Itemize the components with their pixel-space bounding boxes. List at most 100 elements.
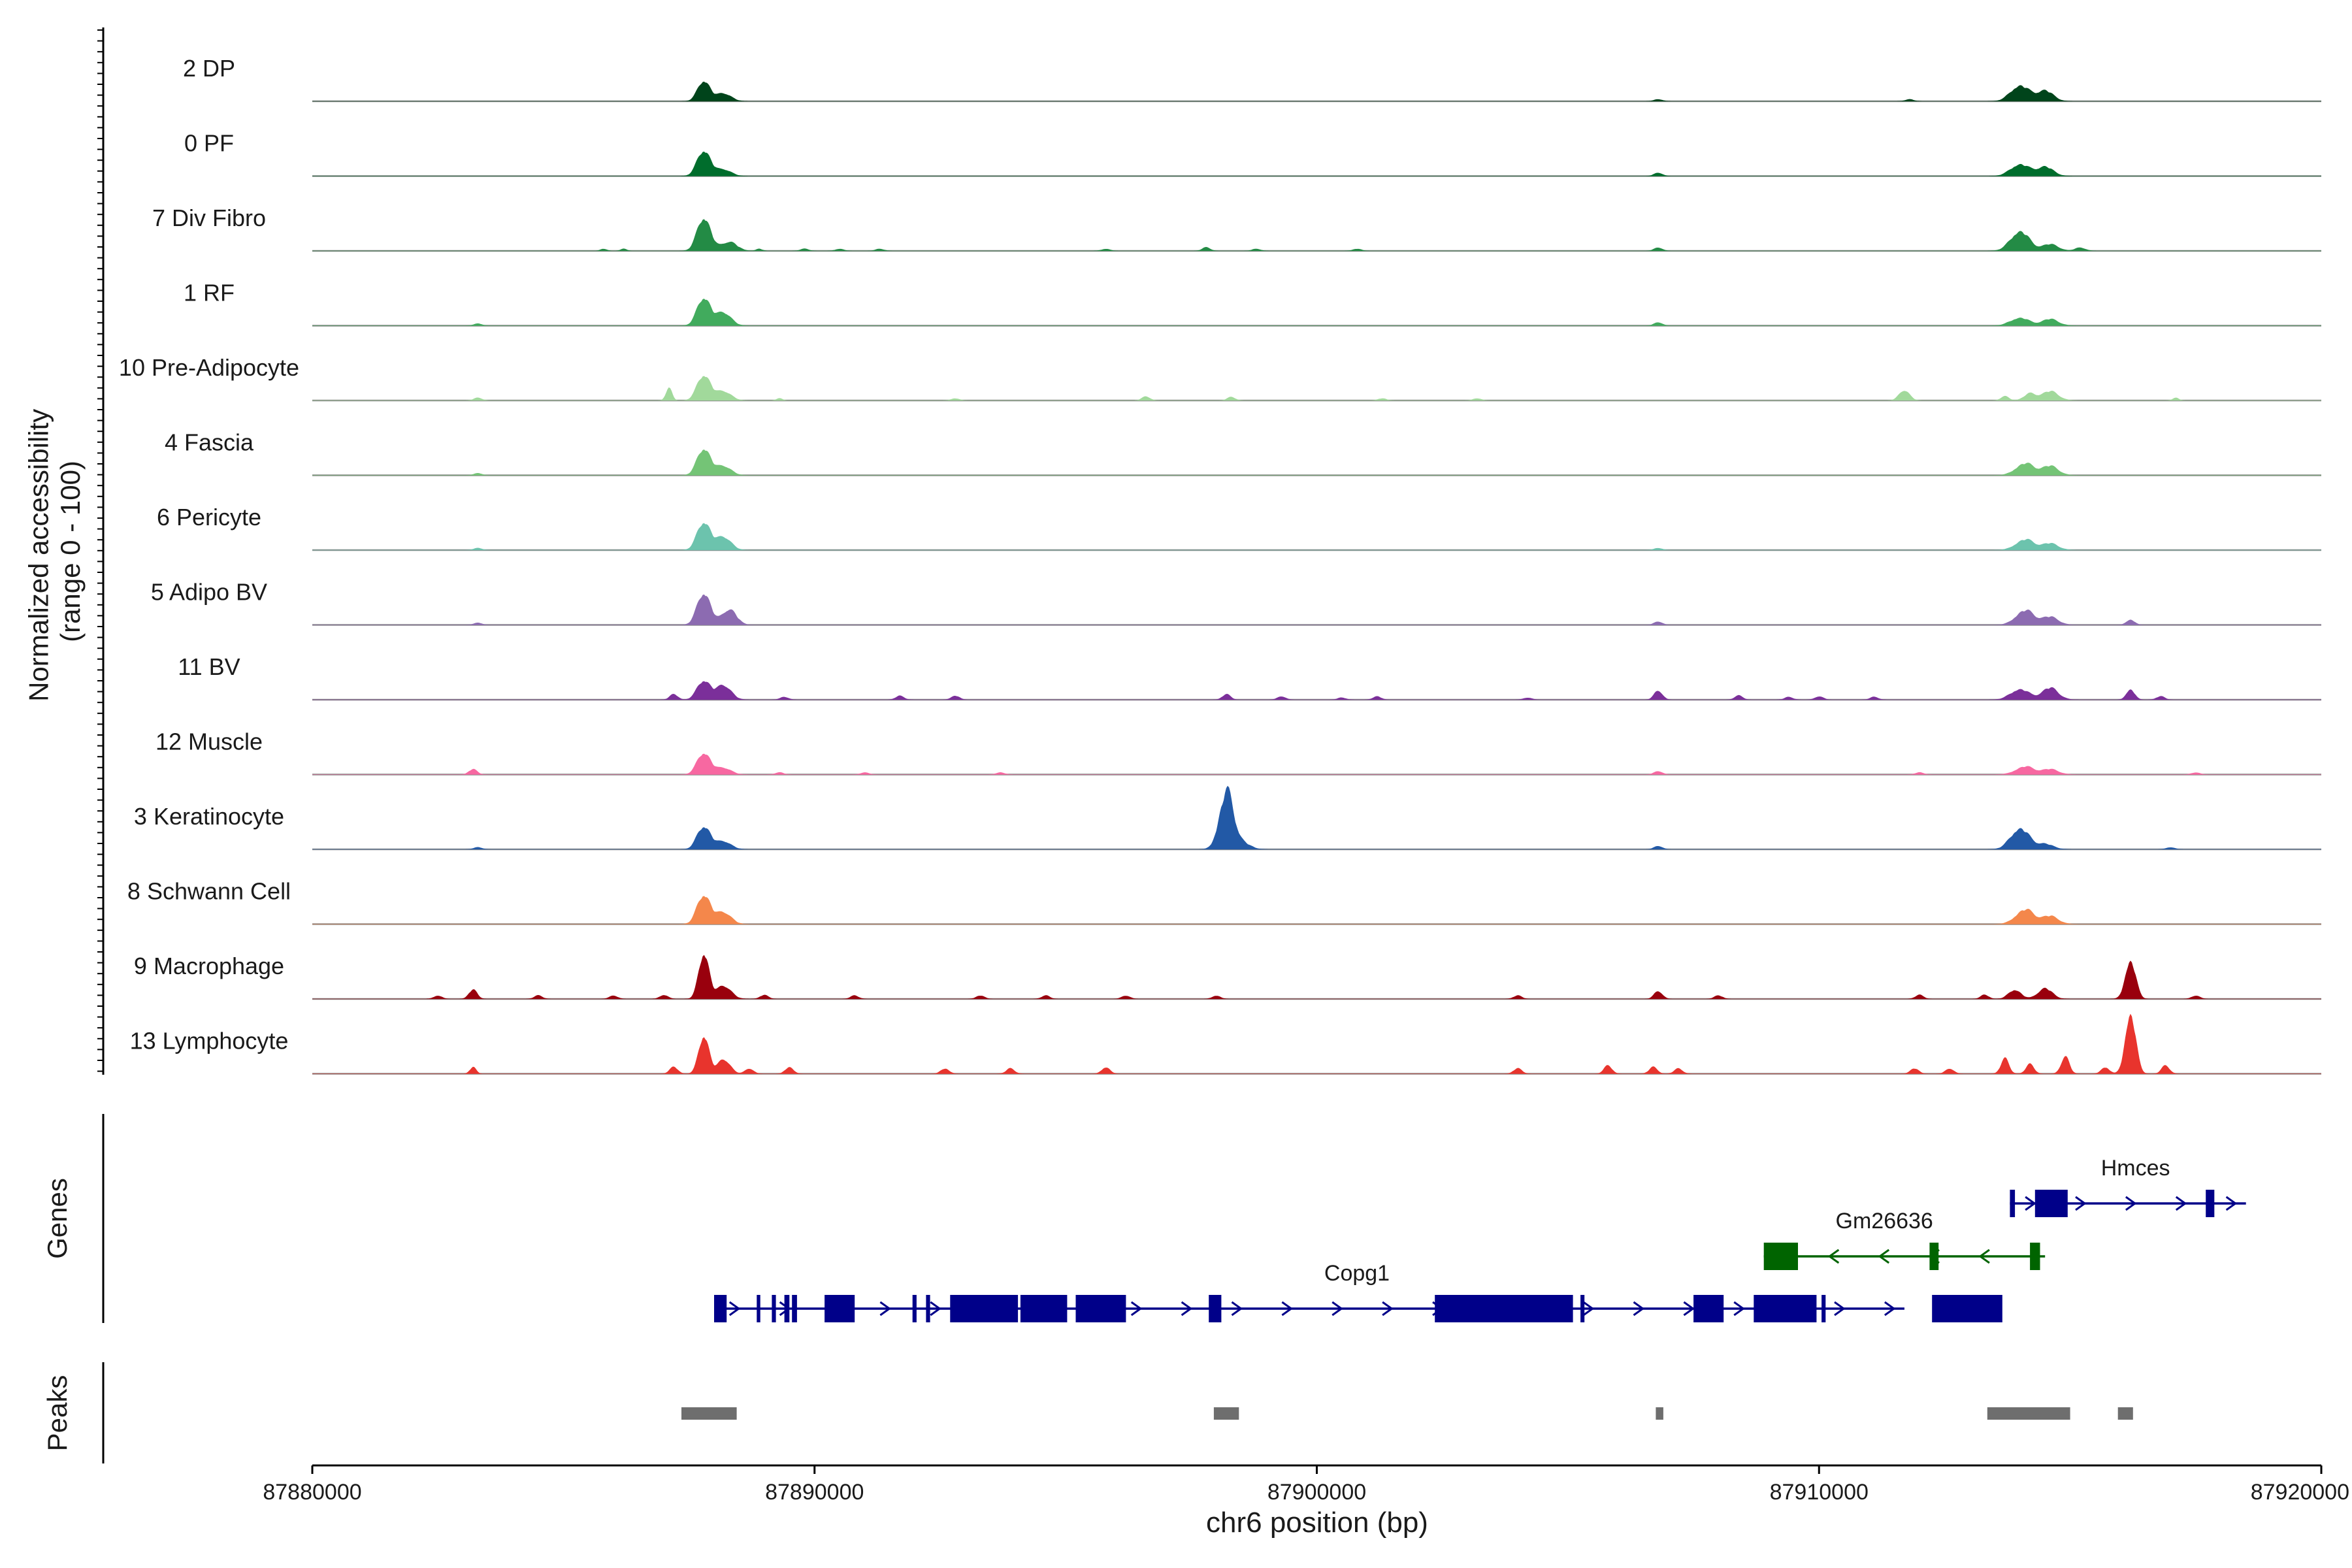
coverage-area xyxy=(312,753,2321,775)
coverage-area xyxy=(312,376,2321,401)
coverage-area xyxy=(312,299,2321,326)
strand-arrow xyxy=(1683,1301,1695,1316)
strand-arrow xyxy=(1633,1301,1645,1316)
track-label: 12 Muscle xyxy=(155,728,263,755)
gene-exon xyxy=(926,1295,930,1322)
gene-exon xyxy=(1209,1295,1222,1322)
gene-exon xyxy=(2010,1190,2016,1217)
gene-exon xyxy=(1821,1295,1826,1322)
coverage-track: 0 PF xyxy=(184,130,2321,177)
strand-arrow xyxy=(1884,1301,1896,1316)
peak-region xyxy=(681,1407,737,1420)
gene-label: Gm26636 xyxy=(1836,1209,1933,1233)
gene-exon xyxy=(1075,1295,1126,1322)
strand-arrow xyxy=(930,1301,941,1316)
strand-arrow xyxy=(1382,1301,1394,1316)
gene-annotations: Copg1 Gm26636 Hmces xyxy=(714,1156,2246,1322)
track-label: 9 Macrophage xyxy=(134,953,284,979)
strand-arrow xyxy=(2175,1196,2187,1211)
coverage-track: 1 RF xyxy=(184,280,2321,327)
coverage-area xyxy=(312,449,2321,476)
peak-region xyxy=(1213,1407,1239,1420)
coverage-tracks: 2 DP 0 PF 7 Div Fibro 1 RF 10 Pre-Adipocyte 4… xyxy=(119,55,2321,1075)
strand-arrow xyxy=(1733,1301,1745,1316)
strand-arrow xyxy=(879,1301,891,1316)
coverage-track: 8 Schwann Cell xyxy=(127,878,2321,925)
peak-regions xyxy=(681,1407,2133,1420)
peak-region xyxy=(1656,1407,1663,1420)
coverage-area xyxy=(312,955,2321,1000)
gene-exon xyxy=(772,1295,776,1322)
track-label: 8 Schwann Cell xyxy=(127,878,291,905)
coverage-area xyxy=(312,523,2321,551)
coverage-y-label-line1: Normalized accessibility xyxy=(24,409,54,702)
strand-arrow xyxy=(2125,1196,2137,1211)
gene-exon xyxy=(912,1295,917,1322)
strand-arrow xyxy=(2075,1196,2087,1211)
coverage-area xyxy=(312,219,2321,252)
coverage-area xyxy=(312,1013,2321,1074)
coverage-track: 2 DP xyxy=(183,55,2321,103)
gene-exon xyxy=(1763,1243,1798,1270)
gene-exon xyxy=(2030,1243,2040,1270)
coverage-area xyxy=(312,81,2321,102)
coverage-axis-ticks xyxy=(97,29,103,1072)
coverage-track: 13 Lymphocyte xyxy=(130,1013,2321,1075)
coverage-track: 5 Adipo BV xyxy=(151,579,2321,626)
strand-arrow xyxy=(1281,1301,1293,1316)
gene-exon xyxy=(757,1295,760,1322)
strand-arrow xyxy=(728,1301,741,1316)
gene-exon xyxy=(1435,1295,1573,1322)
x-tick-label: 87880000 xyxy=(263,1480,361,1505)
coverage-y-label: Normalized accessibility (range 0 - 100) xyxy=(24,401,86,702)
track-label: 4 Fascia xyxy=(165,429,254,456)
track-label: 5 Adipo BV xyxy=(151,579,267,606)
coverage-area xyxy=(312,594,2321,625)
coverage-track: 10 Pre-Adipocyte xyxy=(119,354,2321,402)
gene-exon xyxy=(950,1295,1019,1322)
coverage-track: 3 Keratinocyte xyxy=(134,785,2321,851)
coverage-area xyxy=(312,681,2321,700)
strand-arrow xyxy=(1130,1301,1143,1316)
coverage-track: 4 Fascia xyxy=(165,429,2321,476)
track-label: 6 Pericyte xyxy=(157,504,261,531)
track-label: 3 Keratinocyte xyxy=(134,803,284,830)
track-label: 1 RF xyxy=(184,280,235,306)
gene-exon xyxy=(1929,1243,1939,1270)
gene-exon xyxy=(714,1295,727,1322)
genes-y-label: Genes xyxy=(42,1178,73,1259)
gene: Hmces xyxy=(2010,1156,2246,1217)
coverage-track: 9 Macrophage xyxy=(134,953,2321,1000)
gene: Gm26636 xyxy=(1763,1209,2046,1270)
gene-exon xyxy=(1754,1295,1817,1322)
x-tick-label: 87910000 xyxy=(1770,1480,1869,1505)
x-tick-label: 87900000 xyxy=(1267,1480,1366,1505)
peak-region xyxy=(2117,1407,2133,1420)
gene-exon xyxy=(2034,1190,2068,1217)
coverage-area xyxy=(312,785,2321,850)
gene-exon xyxy=(1693,1295,1724,1322)
peaks-y-label: Peaks xyxy=(42,1375,73,1452)
strand-arrow xyxy=(1878,1249,1890,1264)
gene-exon xyxy=(1020,1295,1068,1322)
gene: Copg1 xyxy=(714,1261,2002,1322)
strand-arrow xyxy=(1827,1249,1840,1264)
gene-label: Hmces xyxy=(2101,1156,2170,1181)
gene-exon xyxy=(1580,1295,1585,1322)
track-label: 10 Pre-Adipocyte xyxy=(119,354,299,381)
panel-axes xyxy=(97,27,105,1463)
strand-arrow xyxy=(1331,1301,1343,1316)
strand-arrow xyxy=(2225,1196,2238,1211)
track-label: 7 Div Fibro xyxy=(152,204,266,231)
gene-exon xyxy=(1932,1295,2002,1322)
track-label: 2 DP xyxy=(183,55,235,82)
x-tick-label: 87890000 xyxy=(765,1480,864,1505)
strand-arrow xyxy=(1181,1301,1193,1316)
coverage-y-label-line2: (range 0 - 100) xyxy=(55,461,86,642)
coverage-track: 12 Muscle xyxy=(155,728,2321,776)
strand-arrow xyxy=(1978,1249,1990,1264)
gene-exon xyxy=(825,1295,855,1322)
coverage-track: 6 Pericyte xyxy=(157,504,2321,551)
coverage-area xyxy=(312,896,2321,924)
